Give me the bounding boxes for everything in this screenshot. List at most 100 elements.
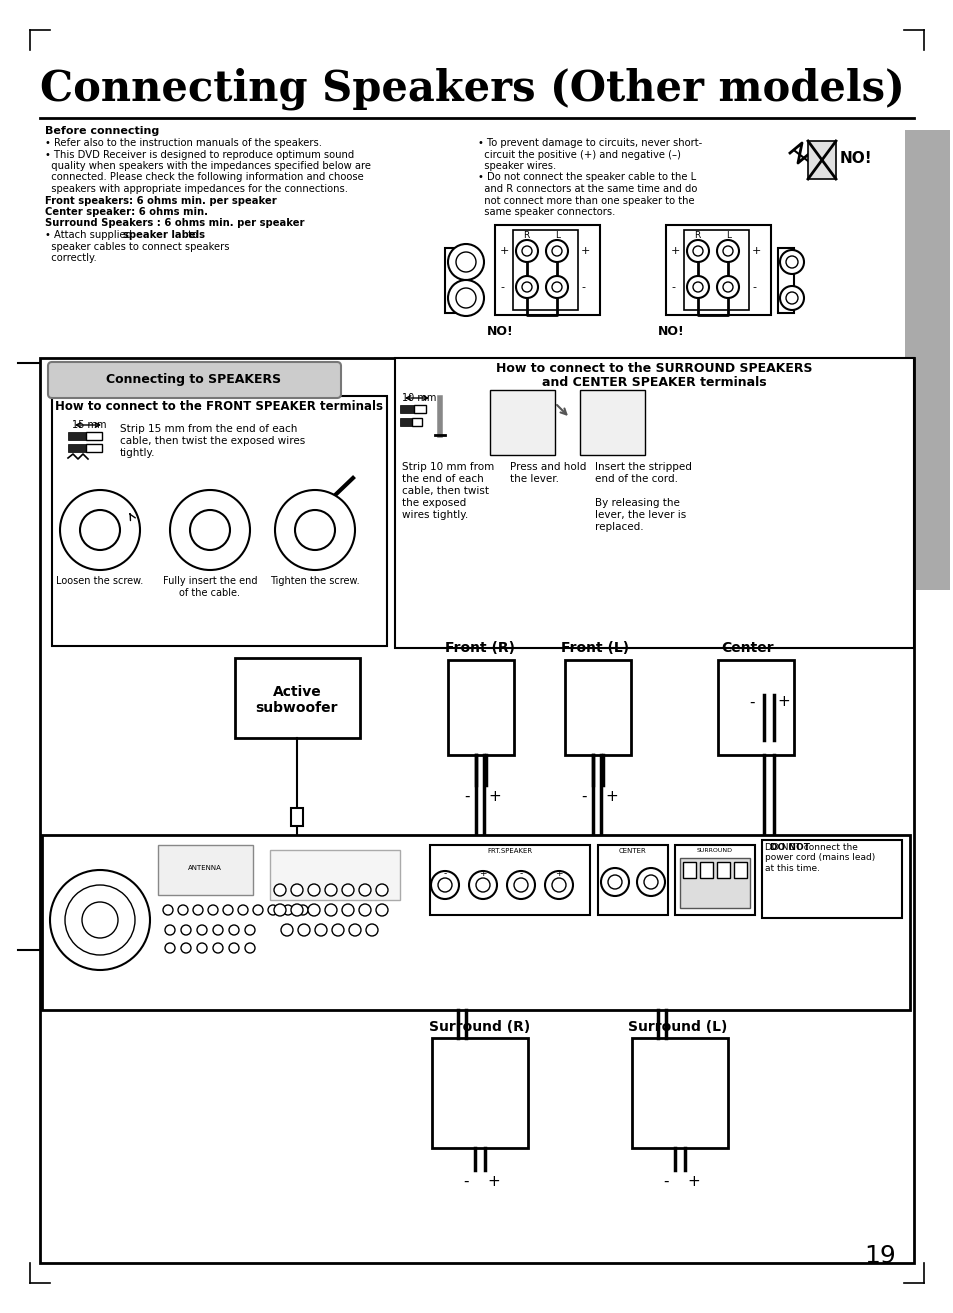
- Circle shape: [181, 924, 191, 935]
- Bar: [448, 660, 514, 755]
- Circle shape: [358, 903, 371, 916]
- Circle shape: [60, 490, 140, 570]
- Text: Center: Center: [720, 641, 774, 655]
- Text: not connect more than one speaker to the: not connect more than one speaker to the: [477, 196, 694, 206]
- Circle shape: [785, 291, 797, 305]
- Text: +: +: [488, 789, 501, 804]
- Bar: [807, 140, 835, 179]
- Bar: [513, 230, 578, 310]
- Circle shape: [456, 252, 476, 272]
- Text: SURROUND: SURROUND: [697, 848, 732, 853]
- Bar: [86, 444, 102, 452]
- Circle shape: [237, 905, 248, 915]
- Text: By releasing the: By releasing the: [595, 498, 679, 508]
- Circle shape: [308, 903, 319, 916]
- Circle shape: [190, 509, 230, 550]
- Text: wires tightly.: wires tightly.: [401, 509, 468, 520]
- Text: speaker labels: speaker labels: [123, 230, 205, 240]
- Text: Tighten the screw.: Tighten the screw.: [270, 576, 359, 586]
- Text: -: -: [580, 789, 586, 804]
- Circle shape: [213, 943, 223, 953]
- Text: connected. Please check the following information and choose: connected. Please check the following in…: [45, 172, 363, 183]
- Bar: [631, 1039, 727, 1148]
- Bar: [679, 857, 749, 909]
- Circle shape: [325, 884, 336, 895]
- Text: 19: 19: [863, 1243, 895, 1268]
- Text: Surround (R): Surround (R): [429, 1020, 530, 1035]
- Text: Surround (L): Surround (L): [628, 1020, 727, 1035]
- Circle shape: [314, 924, 327, 936]
- Text: -: -: [748, 695, 754, 709]
- Text: Insert the stripped: Insert the stripped: [595, 462, 691, 471]
- Bar: [683, 230, 748, 310]
- Text: -: -: [499, 282, 503, 291]
- Text: • Attach supplied: • Attach supplied: [45, 230, 135, 240]
- Bar: [700, 863, 712, 878]
- Bar: [778, 248, 793, 312]
- Circle shape: [506, 871, 535, 899]
- Text: Strip 10 mm from: Strip 10 mm from: [401, 462, 494, 471]
- Text: Connecting Speakers (Other models): Connecting Speakers (Other models): [40, 68, 904, 110]
- Circle shape: [476, 878, 490, 892]
- Circle shape: [223, 905, 233, 915]
- Circle shape: [332, 924, 344, 936]
- Circle shape: [297, 924, 310, 936]
- Text: and CENTER SPEAKER terminals: and CENTER SPEAKER terminals: [541, 376, 765, 389]
- FancyBboxPatch shape: [48, 362, 340, 398]
- Bar: [579, 390, 644, 456]
- Circle shape: [274, 884, 286, 895]
- Circle shape: [291, 903, 303, 916]
- Circle shape: [325, 903, 336, 916]
- Text: Strip 15 mm from the end of each: Strip 15 mm from the end of each: [120, 424, 297, 435]
- Text: Active
subwoofer: Active subwoofer: [255, 685, 338, 716]
- Circle shape: [294, 509, 335, 550]
- Circle shape: [521, 282, 532, 291]
- Circle shape: [552, 878, 565, 892]
- Bar: [270, 850, 399, 899]
- Circle shape: [165, 943, 174, 953]
- Text: +: +: [487, 1174, 500, 1190]
- Text: CENTER: CENTER: [618, 848, 646, 853]
- Circle shape: [686, 276, 708, 298]
- Circle shape: [717, 276, 739, 298]
- Text: +: +: [555, 869, 562, 878]
- Circle shape: [545, 240, 567, 263]
- Circle shape: [165, 924, 174, 935]
- Text: • Do not connect the speaker cable to the L: • Do not connect the speaker cable to th…: [477, 172, 696, 183]
- Circle shape: [196, 924, 207, 935]
- Circle shape: [245, 943, 254, 953]
- Text: DO NOT connect the
power cord (mains lead)
at this time.: DO NOT connect the power cord (mains lea…: [764, 843, 874, 873]
- Text: speaker wires.: speaker wires.: [477, 161, 556, 171]
- Circle shape: [692, 246, 702, 256]
- Text: Front (R): Front (R): [444, 641, 515, 655]
- Text: Press and hold: Press and hold: [510, 462, 586, 471]
- Text: Fully insert the end
of the cable.: Fully insert the end of the cable.: [163, 576, 257, 597]
- Circle shape: [448, 244, 483, 280]
- Text: Loosen the screw.: Loosen the screw.: [56, 576, 144, 586]
- Text: quality when speakers with the impedances specified below are: quality when speakers with the impedance…: [45, 161, 371, 171]
- Bar: [291, 807, 303, 826]
- Bar: [564, 660, 630, 755]
- Text: -: -: [518, 869, 522, 878]
- Circle shape: [349, 924, 360, 936]
- Text: Front speakers: 6 ohms min. per speaker: Front speakers: 6 ohms min. per speaker: [45, 196, 276, 206]
- Circle shape: [552, 246, 561, 256]
- Text: L: L: [725, 231, 730, 240]
- Circle shape: [785, 256, 797, 268]
- Bar: [68, 444, 86, 452]
- Bar: [68, 432, 86, 440]
- Bar: [399, 418, 412, 425]
- Bar: [414, 404, 426, 414]
- Circle shape: [643, 874, 658, 889]
- Text: +: +: [670, 246, 679, 256]
- Text: Before connecting: Before connecting: [45, 126, 159, 137]
- Text: Connecting to SPEAKERS: Connecting to SPEAKERS: [107, 373, 281, 386]
- Text: -: -: [580, 282, 584, 291]
- Text: Center speaker: 6 ohms min.: Center speaker: 6 ohms min.: [45, 207, 208, 217]
- Circle shape: [229, 943, 239, 953]
- Circle shape: [196, 943, 207, 953]
- Text: • Refer also to the instruction manuals of the speakers.: • Refer also to the instruction manuals …: [45, 138, 322, 148]
- Circle shape: [544, 871, 573, 899]
- Circle shape: [253, 905, 263, 915]
- Text: • To prevent damage to circuits, never short-: • To prevent damage to circuits, never s…: [477, 138, 701, 148]
